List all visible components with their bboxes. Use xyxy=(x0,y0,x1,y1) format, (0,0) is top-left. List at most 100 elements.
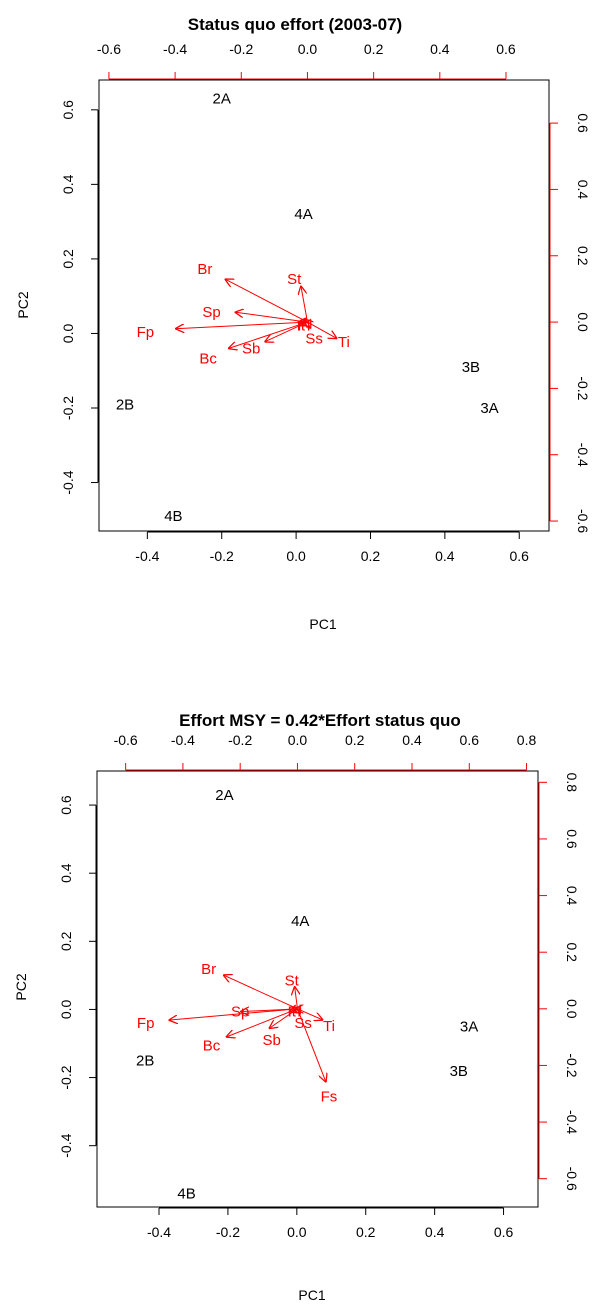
right-tick-label: 0.4 xyxy=(575,180,591,200)
loading-label: Bc xyxy=(203,1038,221,1055)
top-tick-label: 0.0 xyxy=(288,732,308,748)
y-tick-label: 0.2 xyxy=(60,249,76,269)
right-tick-label: -0.6 xyxy=(575,509,591,533)
loading-arrow xyxy=(228,321,308,349)
right-tick-label: 0.2 xyxy=(575,246,591,266)
right-tick-label: -0.2 xyxy=(575,376,591,400)
loading-label: It xyxy=(288,1004,297,1021)
x-tick-label: 0.6 xyxy=(494,1224,514,1240)
loading-label: Bc xyxy=(199,351,217,368)
top-tick-label: -0.4 xyxy=(171,732,195,748)
loading-arrow xyxy=(301,286,308,323)
x-tick-label: 0.4 xyxy=(425,1224,445,1240)
loading-label: Sb xyxy=(263,1032,281,1049)
chart-title: Effort MSY = 0.42*Effort status quo xyxy=(179,711,461,730)
loading-label: Ti xyxy=(338,334,350,351)
right-tick-label: -0.2 xyxy=(564,1053,580,1077)
top-tick-label: 0.6 xyxy=(460,732,480,748)
score-label: 2B xyxy=(136,1053,154,1070)
loading-arrow xyxy=(175,321,308,329)
top-tick-label: -0.2 xyxy=(229,41,253,57)
loading-arrow xyxy=(226,1008,298,1037)
score-label: 2A xyxy=(213,91,231,108)
y-axis-left: -0.4 -0.2 0.0 0.2 0.4 0.6 xyxy=(60,100,99,495)
top-tick-label: 0.0 xyxy=(298,41,318,57)
loading-label: Ff xyxy=(297,317,311,334)
top-tick-label: 0.6 xyxy=(496,41,516,57)
loading-arrow xyxy=(223,975,298,1010)
y-tick-label: 0.0 xyxy=(60,324,76,344)
biplot-panel-1: Status quo effort (2003-07) -0.4 -0.2 0.0 0… xyxy=(15,15,591,632)
x-tick-label: 0.4 xyxy=(435,548,455,564)
loading-label: It xyxy=(297,317,306,334)
right-tick-label: -0.4 xyxy=(575,443,591,467)
y-tick-label: 0.6 xyxy=(58,795,74,815)
x-tick-label: 0.0 xyxy=(287,1224,307,1240)
loading-arrow xyxy=(235,312,308,323)
right-tick-label: 0.0 xyxy=(564,999,580,1019)
loading-label: Ti xyxy=(323,1018,335,1035)
loading-label: Ff xyxy=(288,1004,302,1021)
right-tick-label: -0.6 xyxy=(564,1167,580,1191)
score-label: 4B xyxy=(164,508,182,525)
score-label: 4A xyxy=(294,206,312,223)
loading-label: St xyxy=(287,271,302,288)
x-tick-label: -0.2 xyxy=(210,548,234,564)
y-tick-label: 0.4 xyxy=(58,863,74,883)
y-tick-label: 0.2 xyxy=(58,931,74,951)
x-axis-top-loadings: -0.6 -0.4 -0.2 0.0 0.2 0.4 0.6 0.8 xyxy=(114,732,537,771)
score-label: 3B xyxy=(462,359,480,376)
y-tick-label: 0.4 xyxy=(60,174,76,194)
biplot-panel-2: Effort MSY = 0.42*Effort status quo -0.4… xyxy=(13,711,580,1303)
top-tick-label: -0.6 xyxy=(97,41,121,57)
x-axis-label: PC1 xyxy=(309,616,336,632)
top-tick-label: 0.2 xyxy=(345,732,365,748)
loading-arrow xyxy=(304,319,307,322)
y-axis-right-loadings: -0.6 -0.4 -0.2 0.0 0.2 0.4 0.6 0.8 xyxy=(538,773,580,1191)
right-tick-label: -0.4 xyxy=(564,1110,580,1134)
score-labels: 2A 4A 3A 3B 2B 4B xyxy=(136,787,478,1203)
right-tick-label: 0.6 xyxy=(564,829,580,849)
top-tick-label: 0.8 xyxy=(517,732,537,748)
loading-arrow xyxy=(296,1008,326,1083)
right-tick-label: 0.4 xyxy=(564,886,580,906)
x-axis-bottom: -0.4 -0.2 0.0 0.2 0.4 0.6 xyxy=(147,1207,514,1240)
score-label: 4B xyxy=(177,1185,195,1202)
y-tick-label: 0.0 xyxy=(58,999,74,1019)
y-axis-label: PC2 xyxy=(13,973,29,1000)
y-axis-label: PC2 xyxy=(15,291,31,318)
loading-label: Fp xyxy=(137,324,155,341)
loading-label: Sb xyxy=(242,341,260,358)
right-tick-label: 0.0 xyxy=(575,312,591,332)
right-tick-label: 0.6 xyxy=(575,113,591,133)
x-axis-top-loadings: -0.6 -0.4 -0.2 0.0 0.2 0.4 0.6 xyxy=(97,41,516,80)
score-label: 2B xyxy=(116,396,134,413)
right-tick-label: 0.2 xyxy=(564,942,580,962)
loading-label: Ss xyxy=(294,1015,312,1032)
y-tick-label: -0.4 xyxy=(60,470,76,494)
plot-frame xyxy=(96,770,539,1208)
x-tick-label: 0.2 xyxy=(356,1224,376,1240)
loading-label: Br xyxy=(201,961,216,978)
top-tick-label: 0.2 xyxy=(364,41,384,57)
x-tick-label: -0.4 xyxy=(147,1224,171,1240)
score-label: 3B xyxy=(450,1063,468,1080)
loading-label: Fs xyxy=(321,1089,338,1106)
top-tick-label: -0.4 xyxy=(163,41,187,57)
loading-label: Ss xyxy=(305,331,323,348)
loading-label: St xyxy=(285,973,300,990)
x-tick-label: 0.0 xyxy=(286,548,306,564)
top-tick-label: -0.6 xyxy=(114,732,138,748)
chart-title: Status quo effort (2003-07) xyxy=(188,15,402,34)
loading-label: Sp xyxy=(202,304,220,321)
score-label: 2A xyxy=(215,787,233,804)
plot-frame xyxy=(98,79,550,532)
y-tick-label: 0.6 xyxy=(60,100,76,120)
score-label: 4A xyxy=(291,913,309,930)
x-tick-label: 0.2 xyxy=(361,548,381,564)
y-axis-left: -0.4 -0.2 0.0 0.2 0.4 0.6 xyxy=(58,795,97,1158)
x-tick-label: -0.4 xyxy=(135,548,159,564)
